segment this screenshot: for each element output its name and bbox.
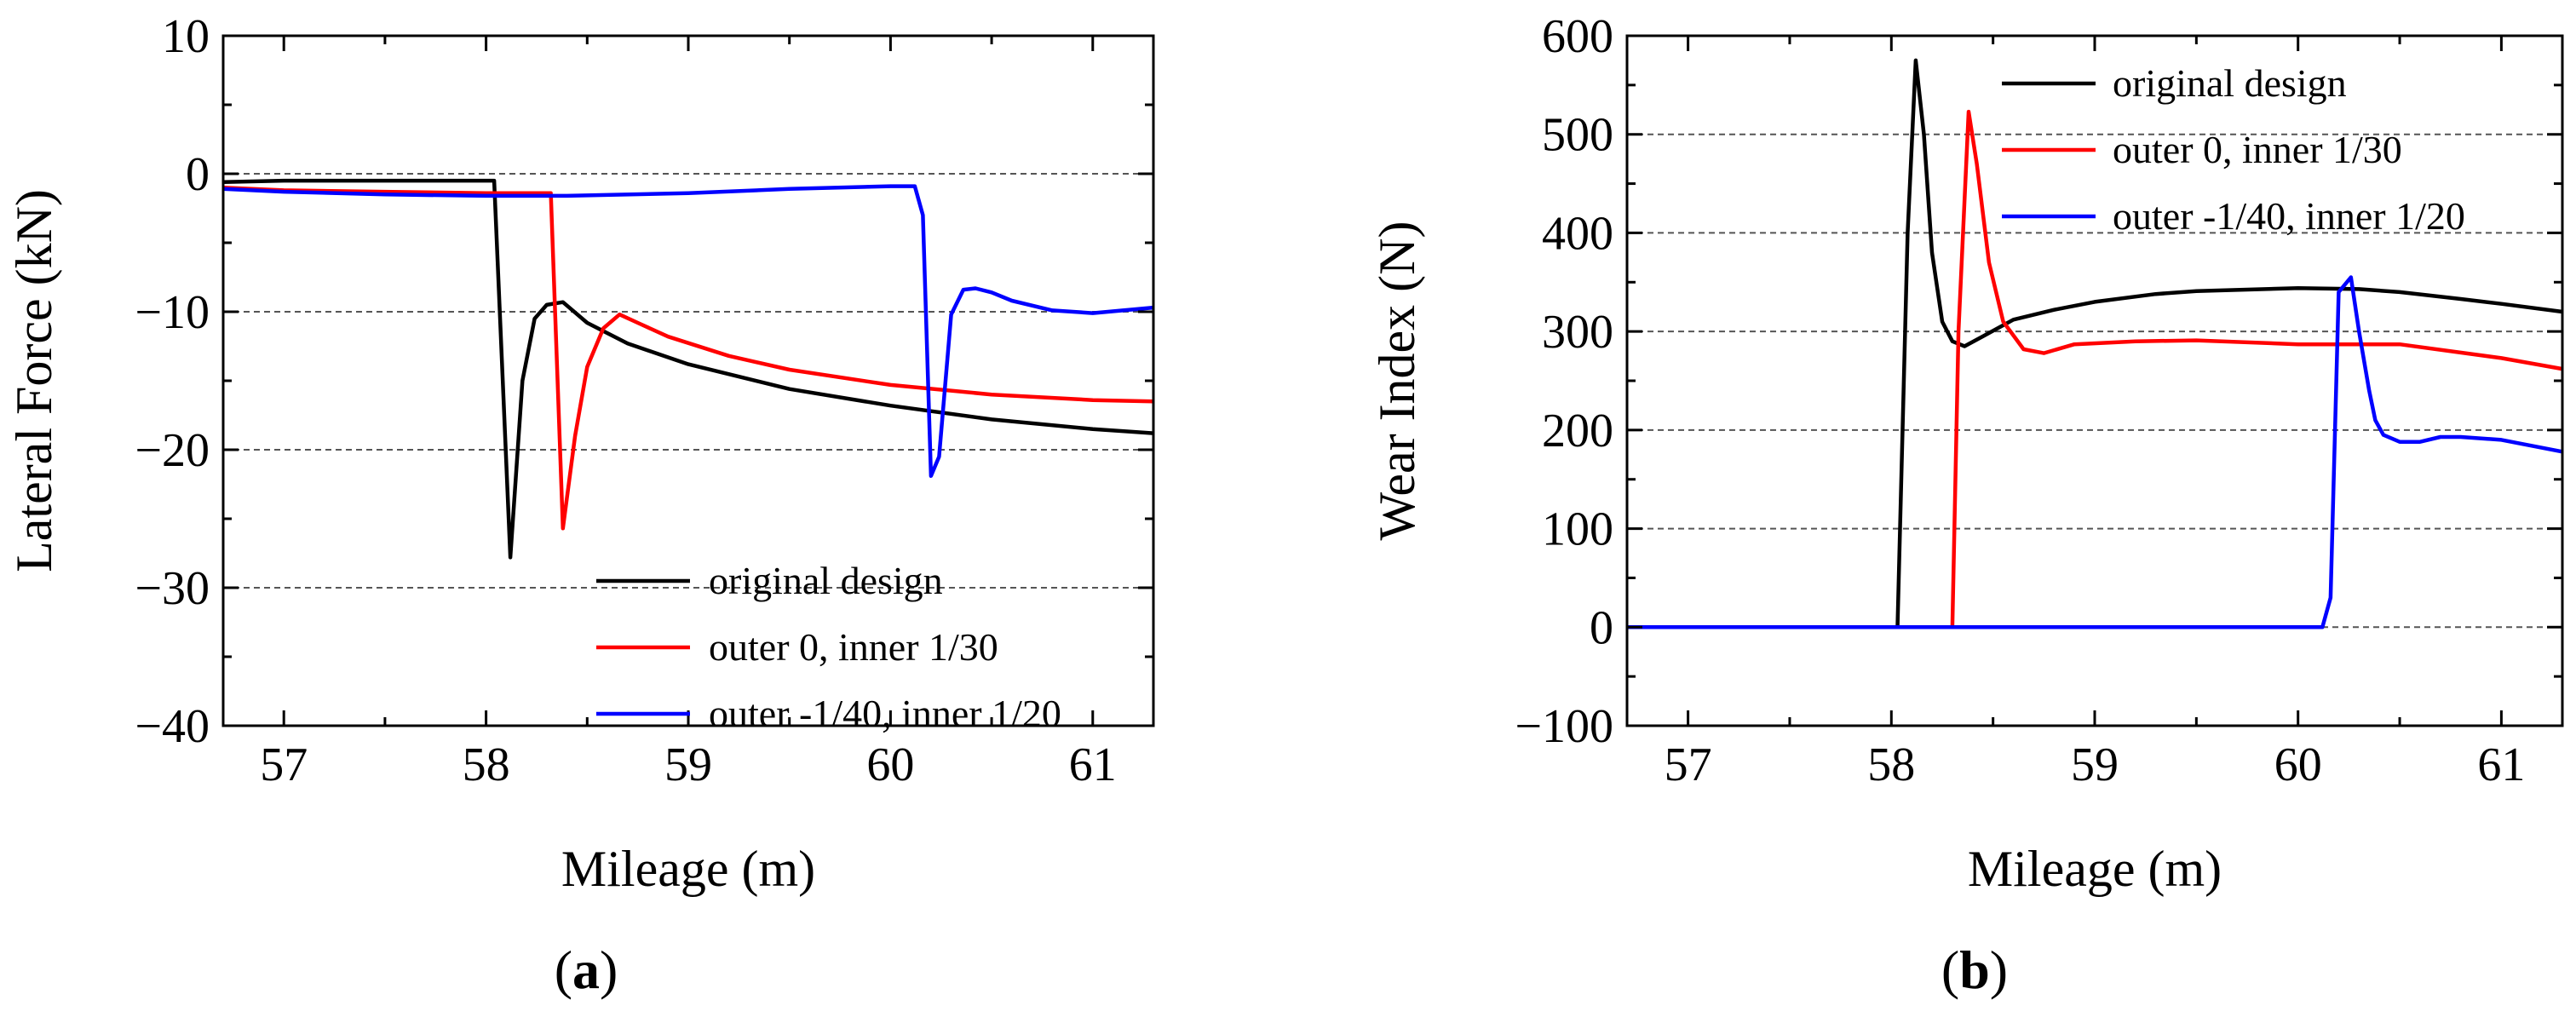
series-line-1: [1627, 58, 2563, 629]
legend-label: outer -1/40, inner 1/20: [2113, 194, 2465, 238]
legend: original design outer 0, inner 1/30 outer …: [2002, 61, 2465, 238]
y-tick-label: 200: [1542, 405, 1613, 457]
y-tick-label: 0: [1590, 601, 1613, 654]
x-axis-title: Mileage (m): [1968, 841, 2222, 897]
x-tick-label: 58: [463, 739, 510, 791]
x-tick-label: 61: [2477, 739, 2525, 791]
y-axis-title: Wear Index (N): [1369, 221, 1425, 541]
x-tick-label: 60: [866, 739, 914, 791]
x-tick-label: 57: [260, 739, 308, 791]
panel-label-b: (b): [1941, 940, 2008, 1000]
y-tick-label: 300: [1542, 306, 1613, 359]
chart-panel-b: 57 58 59 60 61 600 500 400 300 200 100 0 −100 Mileage…: [1369, 10, 2564, 897]
y-tick-label: −30: [135, 562, 210, 615]
legend-label: outer 0, inner 1/30: [2113, 128, 2402, 171]
y-tick-label: 100: [1542, 503, 1613, 556]
x-tick-label: 57: [1665, 739, 1712, 791]
series-line-3: [1627, 275, 2563, 629]
legend-label: original design: [2113, 61, 2347, 105]
plot-frame: [221, 34, 1155, 727]
x-tick-label: 60: [2274, 739, 2322, 791]
series-line-3: [222, 184, 1154, 479]
y-tick-label: 600: [1542, 10, 1613, 63]
legend-label: original design: [709, 559, 943, 602]
y-tick-label: 10: [162, 10, 210, 63]
x-tick-label: 59: [664, 739, 712, 791]
y-tick-label: 400: [1542, 207, 1613, 260]
y-tick-label: −40: [135, 700, 210, 753]
y-axis-title: Lateral Force (kN): [6, 189, 62, 572]
y-tick-label: −20: [135, 424, 210, 477]
x-tick-label: 58: [1867, 739, 1915, 791]
series-line-1: [222, 178, 1154, 560]
series-line-2: [222, 185, 1154, 531]
x-axis-title: Mileage (m): [561, 841, 815, 897]
x-tick-label: 59: [2071, 739, 2119, 791]
series-line-2: [1627, 109, 2563, 629]
chart-panel-a: 57 58 59 60 61 10 0 −10 −20 −30 −40 Mileage (m) Late…: [6, 10, 1155, 897]
legend-label: outer 0, inner 1/30: [709, 625, 998, 669]
plot-frame: [1625, 34, 2564, 727]
legend: original design outer 0, inner 1/30 outer …: [596, 559, 1061, 735]
legend-label: outer -1/40, inner 1/20: [709, 692, 1061, 735]
panel-label-a: (a): [555, 940, 618, 1000]
y-tick-label: −100: [1515, 700, 1613, 753]
y-tick-label: −10: [135, 286, 210, 339]
x-tick-label: 61: [1069, 739, 1117, 791]
y-tick-label: 0: [186, 148, 210, 201]
y-tick-label: 500: [1542, 109, 1613, 162]
